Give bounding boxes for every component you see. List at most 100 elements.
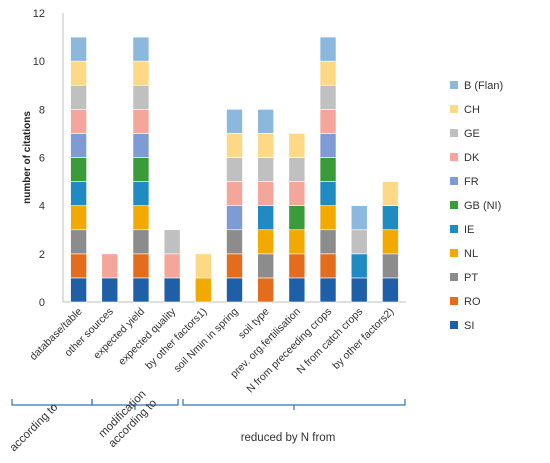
bar-segment bbox=[132, 60, 150, 86]
bar-segment bbox=[70, 133, 87, 158]
y-tick-label: 0 bbox=[39, 297, 45, 309]
y-tick-label: 8 bbox=[39, 104, 45, 116]
bar-segment bbox=[132, 205, 150, 231]
bars bbox=[70, 36, 399, 303]
bar-segment bbox=[319, 157, 337, 182]
category-label: database/table bbox=[28, 306, 85, 363]
bar-segment bbox=[257, 157, 274, 182]
bar-segment bbox=[132, 133, 150, 158]
bar-segment bbox=[257, 229, 274, 255]
bar-segment bbox=[350, 253, 368, 279]
bar-segment bbox=[226, 133, 243, 158]
bar-segment bbox=[319, 229, 337, 255]
bar-segment bbox=[163, 277, 181, 303]
bar-segment bbox=[226, 157, 243, 182]
y-tick-label: 4 bbox=[39, 201, 45, 213]
bar-segment bbox=[163, 253, 181, 279]
bar-segment bbox=[350, 229, 368, 255]
bar-segment bbox=[70, 60, 87, 86]
bar-segment bbox=[132, 157, 150, 182]
bar-segment bbox=[226, 253, 243, 279]
y-tick-labels: 0 2 4 6 8 10 12 bbox=[33, 8, 45, 309]
legend-label: FR bbox=[464, 176, 479, 188]
bar-segment bbox=[70, 109, 87, 134]
bar-segment bbox=[319, 277, 337, 303]
group-label: modificationaccording to bbox=[97, 387, 160, 450]
bar-segment bbox=[195, 277, 212, 303]
bar-segment bbox=[163, 229, 181, 255]
bar-segment bbox=[288, 181, 306, 206]
bar-segment bbox=[70, 229, 87, 255]
bar-segment bbox=[226, 229, 243, 255]
bar-segment bbox=[319, 205, 337, 231]
y-tick-label: 2 bbox=[39, 249, 45, 261]
legend-label: CH bbox=[464, 104, 480, 116]
group-label: according to bbox=[8, 401, 61, 454]
bar-segment bbox=[382, 205, 399, 231]
bar-segment bbox=[319, 84, 337, 110]
bar-segment bbox=[226, 181, 243, 206]
bar-segment bbox=[319, 60, 337, 86]
legend-swatch bbox=[450, 225, 458, 233]
bar-segment bbox=[319, 133, 337, 158]
bar-segment bbox=[350, 277, 368, 303]
legend-swatch bbox=[450, 321, 458, 329]
bar-segment bbox=[288, 205, 306, 231]
bar-segment bbox=[288, 253, 306, 279]
legend-swatch bbox=[450, 273, 458, 281]
legend-label: IE bbox=[464, 224, 474, 236]
legend-label: RO bbox=[464, 296, 481, 308]
y-tick-label: 6 bbox=[39, 153, 45, 165]
bar-segment bbox=[319, 109, 337, 134]
legend-swatch bbox=[450, 105, 458, 113]
bar-segment bbox=[132, 109, 150, 134]
bar-segment bbox=[132, 36, 150, 62]
legend-swatch bbox=[450, 177, 458, 185]
bar-segment bbox=[70, 205, 87, 231]
bar-segment bbox=[257, 133, 274, 158]
bar-segment bbox=[319, 181, 337, 206]
bar-segment bbox=[382, 181, 399, 206]
bar-segment bbox=[382, 277, 399, 303]
bar-segment bbox=[101, 253, 119, 279]
bar-segment bbox=[132, 253, 150, 279]
bar-segment bbox=[101, 277, 119, 303]
bar-segment bbox=[319, 36, 337, 62]
bar-segment bbox=[70, 277, 87, 303]
legend-swatch bbox=[450, 201, 458, 209]
legend-label: SI bbox=[464, 320, 474, 332]
legend-swatch bbox=[450, 81, 458, 89]
y-axis-title: number of citations bbox=[22, 111, 33, 204]
legend-label: PT bbox=[464, 272, 478, 284]
bar-segment bbox=[132, 229, 150, 255]
group-label: reduced by N from bbox=[241, 432, 336, 444]
legend: B (Flan) CH GE DK FR GB (NI) IE NL PT RO SI bbox=[450, 80, 503, 332]
category-groups: according to modificationaccording to redu… bbox=[8, 387, 406, 454]
bar-segment bbox=[132, 277, 150, 303]
legend-swatch bbox=[450, 153, 458, 161]
legend-label: B (Flan) bbox=[464, 80, 503, 92]
bar-segment bbox=[132, 84, 150, 110]
bar-segment bbox=[132, 181, 150, 206]
bar-segment bbox=[70, 181, 87, 206]
legend-swatch bbox=[450, 297, 458, 305]
bar-segment bbox=[70, 84, 87, 110]
y-tick-label: 10 bbox=[33, 56, 45, 68]
bar-segment bbox=[288, 133, 306, 158]
bar-segment bbox=[288, 277, 306, 303]
bar-segment bbox=[70, 157, 87, 182]
bar-segment bbox=[288, 229, 306, 255]
bar-segment bbox=[257, 205, 274, 231]
bar-segment bbox=[226, 109, 243, 134]
bar-segment bbox=[319, 253, 337, 279]
legend-label: GB (NI) bbox=[464, 200, 501, 212]
bar-segment bbox=[70, 36, 87, 62]
bar-segment bbox=[70, 253, 87, 279]
bar-segment bbox=[257, 253, 274, 279]
bar-segment bbox=[195, 253, 212, 279]
legend-label: DK bbox=[464, 152, 480, 164]
bar-segment bbox=[382, 229, 399, 255]
legend-swatch bbox=[450, 249, 458, 257]
